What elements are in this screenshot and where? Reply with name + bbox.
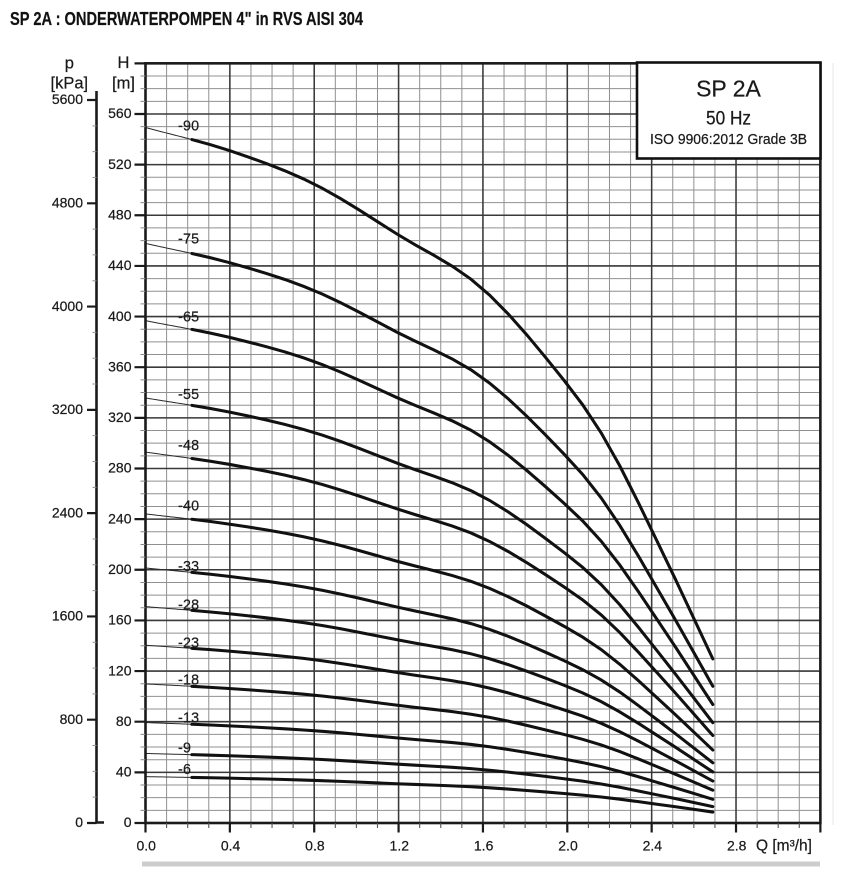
svg-text:-33: -33 (178, 559, 199, 575)
svg-text:-23: -23 (178, 635, 199, 651)
svg-text:360: 360 (108, 358, 132, 374)
svg-text:320: 320 (108, 409, 132, 425)
svg-text:4800: 4800 (52, 194, 83, 210)
svg-text:-6: -6 (178, 762, 191, 778)
svg-text:Q [m³/h]: Q [m³/h] (756, 837, 812, 854)
svg-text:2.4: 2.4 (643, 837, 663, 853)
svg-text:280: 280 (108, 460, 132, 476)
svg-text:-28: -28 (178, 598, 199, 614)
svg-text:50 Hz: 50 Hz (706, 109, 751, 130)
svg-text:1600: 1600 (52, 608, 83, 624)
svg-text:p: p (65, 54, 74, 72)
svg-text:4000: 4000 (52, 298, 83, 314)
svg-text:H: H (118, 54, 130, 72)
svg-text:0: 0 (124, 814, 132, 830)
svg-text:240: 240 (108, 510, 132, 526)
svg-text:1.2: 1.2 (390, 837, 410, 853)
svg-text:5600: 5600 (52, 91, 83, 107)
svg-text:160: 160 (108, 612, 132, 628)
svg-text:0.4: 0.4 (221, 837, 241, 853)
svg-text:-40: -40 (178, 498, 199, 514)
svg-text:SP 2A : ONDERWATERPOMPEN 4" in: SP 2A : ONDERWATERPOMPEN 4" in RVS AISI … (10, 9, 363, 29)
svg-text:-75: -75 (178, 232, 199, 248)
svg-text:0: 0 (75, 814, 83, 830)
svg-text:2.8: 2.8 (727, 837, 747, 853)
svg-text:80: 80 (116, 713, 132, 729)
svg-text:ISO 9906:2012 Grade 3B: ISO 9906:2012 Grade 3B (650, 131, 807, 148)
svg-text:0.8: 0.8 (305, 837, 325, 853)
svg-text:-65: -65 (178, 310, 199, 326)
svg-text:560: 560 (108, 105, 132, 121)
svg-text:SP 2A: SP 2A (696, 76, 761, 102)
svg-text:-90: -90 (178, 119, 199, 135)
svg-text:2400: 2400 (52, 504, 83, 520)
svg-text:-18: -18 (178, 672, 199, 688)
svg-text:-9: -9 (178, 740, 191, 756)
svg-text:440: 440 (108, 257, 132, 273)
svg-text:-55: -55 (178, 387, 199, 403)
svg-text:200: 200 (108, 561, 132, 577)
svg-text:120: 120 (108, 662, 132, 678)
svg-text:1.6: 1.6 (474, 837, 494, 853)
svg-text:2.0: 2.0 (558, 837, 578, 853)
svg-text:520: 520 (108, 156, 132, 172)
svg-text:[m]: [m] (112, 74, 135, 92)
svg-text:40: 40 (116, 764, 132, 780)
svg-text:-48: -48 (178, 438, 199, 454)
svg-text:3200: 3200 (52, 401, 83, 417)
svg-text:-13: -13 (178, 710, 199, 726)
svg-text:0.0: 0.0 (136, 837, 156, 853)
svg-text:800: 800 (60, 711, 84, 727)
svg-text:480: 480 (108, 206, 132, 222)
svg-text:[kPa]: [kPa] (50, 75, 88, 93)
svg-text:400: 400 (108, 308, 132, 324)
